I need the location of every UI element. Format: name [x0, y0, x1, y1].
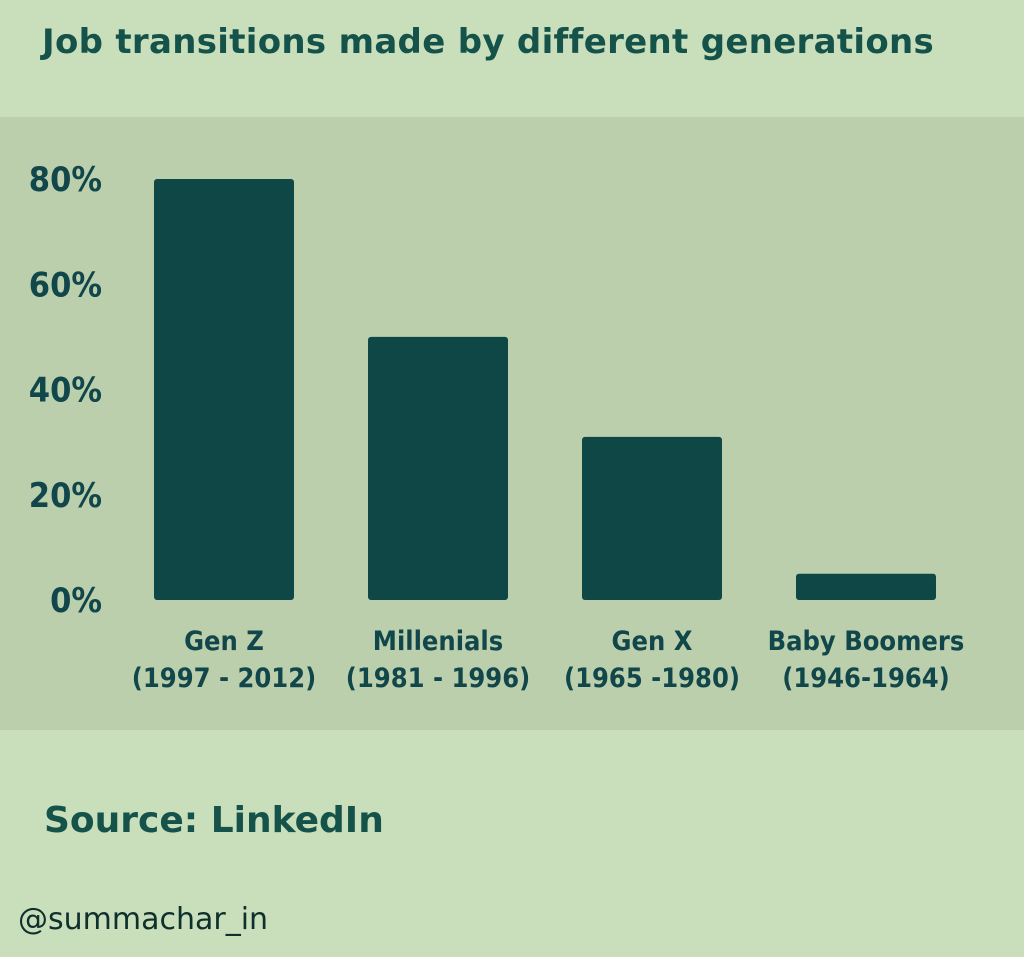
x-category-label: Gen X — [612, 626, 693, 657]
chart-title: Job transitions made by different genera… — [42, 22, 935, 62]
bar-baby-boomers — [796, 573, 936, 600]
bar-chart: 0% 20% 40% 60% 80% Gen Z (1997 - 2012) Milleni… — [29, 160, 965, 694]
source-note: Source: LinkedIn — [44, 800, 384, 841]
bar-millenials — [368, 336, 508, 600]
x-category-label: (1965 -1980) — [564, 663, 740, 694]
x-category-label: (1946-1964) — [782, 663, 950, 694]
x-category-label: Gen Z — [184, 626, 264, 657]
x-category-label: Baby Boomers — [768, 626, 965, 657]
y-tick-label: 60% — [29, 265, 102, 305]
bar-gen-z — [154, 179, 294, 600]
y-axis-ticks: 0% 20% 40% 60% 80% — [29, 160, 102, 621]
x-category-label: (1997 - 2012) — [132, 663, 316, 694]
x-category-label: (1981 - 1996) — [346, 663, 530, 694]
x-axis-labels: Gen Z (1997 - 2012) Millenials (1981 - 1996… — [132, 626, 965, 694]
y-tick-label: 20% — [29, 476, 102, 516]
y-tick-label: 80% — [29, 160, 102, 200]
x-category-label: Millenials — [373, 626, 503, 657]
bars — [154, 179, 936, 600]
y-tick-label: 40% — [29, 371, 102, 411]
bar-gen-x — [582, 436, 722, 600]
y-tick-label: 0% — [50, 581, 102, 621]
chart-panel: 0% 20% 40% 60% 80% Gen Z (1997 - 2012) Milleni… — [0, 117, 1024, 730]
author-handle: @summachar_in — [18, 902, 269, 937]
